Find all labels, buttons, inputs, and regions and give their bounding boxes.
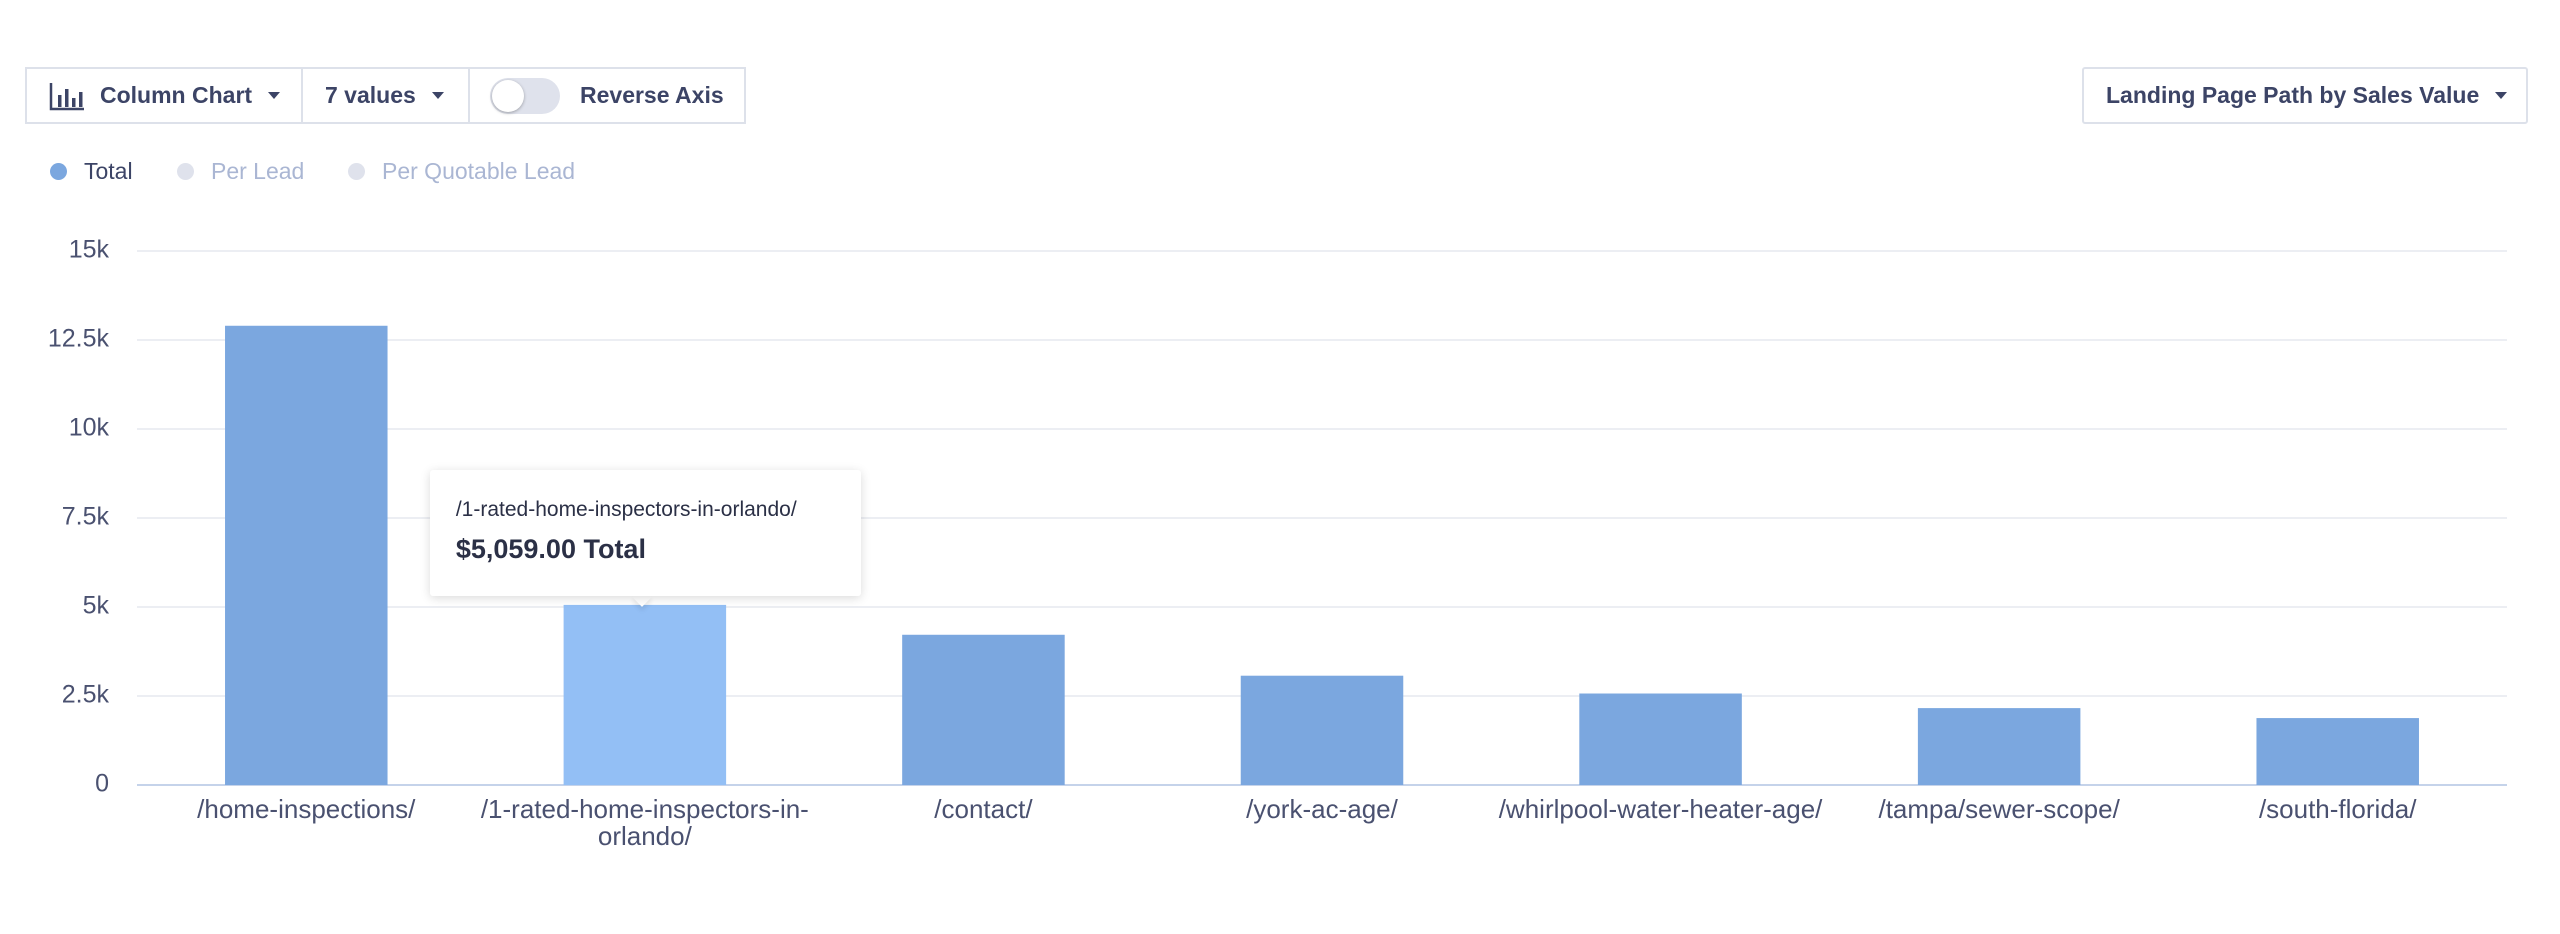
chart-icon <box>49 82 84 110</box>
x-tick-label: /home-inspections/ <box>197 794 416 824</box>
x-tick-label: /contact/ <box>934 794 1033 824</box>
legend-label: Per Lead <box>211 158 305 184</box>
legend-item[interactable]: Per Lead <box>177 158 304 185</box>
chart-type-label: Column Chart <box>100 82 253 108</box>
y-tick-label: 0 <box>95 770 109 798</box>
x-tick-label: /south-florida/ <box>2258 794 2417 824</box>
report-dropdown[interactable]: Landing Page Path by Sales Value <box>2082 67 2528 124</box>
y-tick-label: 7.5k <box>62 503 110 531</box>
bar <box>563 604 727 785</box>
legend-label: Per Quotable Lead <box>382 158 576 184</box>
bar <box>1917 708 2081 785</box>
x-tick-label: /1-rated-home-inspectors-in-orlando/ <box>480 794 809 851</box>
bar <box>225 325 388 785</box>
values-dropdown[interactable]: 7 values <box>301 67 470 124</box>
bar <box>902 634 1065 785</box>
toggle <box>490 77 560 114</box>
x-tick-label: /whirlpool-water-heater-age/ <box>1498 794 1823 824</box>
y-tick-label: 12.5k <box>48 325 110 353</box>
x-tick-label: /york-ac-age/ <box>1246 794 1398 824</box>
x-tick-label: /tampa/sewer-scope/ <box>1878 794 2120 824</box>
legend-label: Total <box>84 158 133 184</box>
y-tick-label: 2.5k <box>62 681 110 709</box>
legend-item[interactable]: Per Quotable Lead <box>348 158 575 185</box>
reverse-axis-label: Reverse Axis <box>580 82 724 108</box>
y-tick-label: 15k <box>69 236 110 264</box>
values-label: 7 values <box>325 82 416 108</box>
report-label: Landing Page Path by Sales Value <box>2106 82 2480 108</box>
bar <box>1240 675 1404 785</box>
chart-type-dropdown[interactable]: Column Chart <box>25 67 303 124</box>
tooltip-category: /1-rated-home-inspectors-in-orlando/ <box>455 498 797 521</box>
legend-item[interactable]: Total <box>50 158 133 185</box>
tooltip: /1-rated-home-inspectors-in-orlando/ $5,… <box>429 470 861 596</box>
bar <box>1579 693 1742 785</box>
bar <box>2256 718 2419 785</box>
reverse-axis-toggle[interactable]: Reverse Axis <box>468 67 746 124</box>
tooltip-value: $5,059.00 Total <box>455 534 646 564</box>
y-tick-label: 5k <box>83 592 110 620</box>
y-tick-label: 10k <box>69 414 110 442</box>
